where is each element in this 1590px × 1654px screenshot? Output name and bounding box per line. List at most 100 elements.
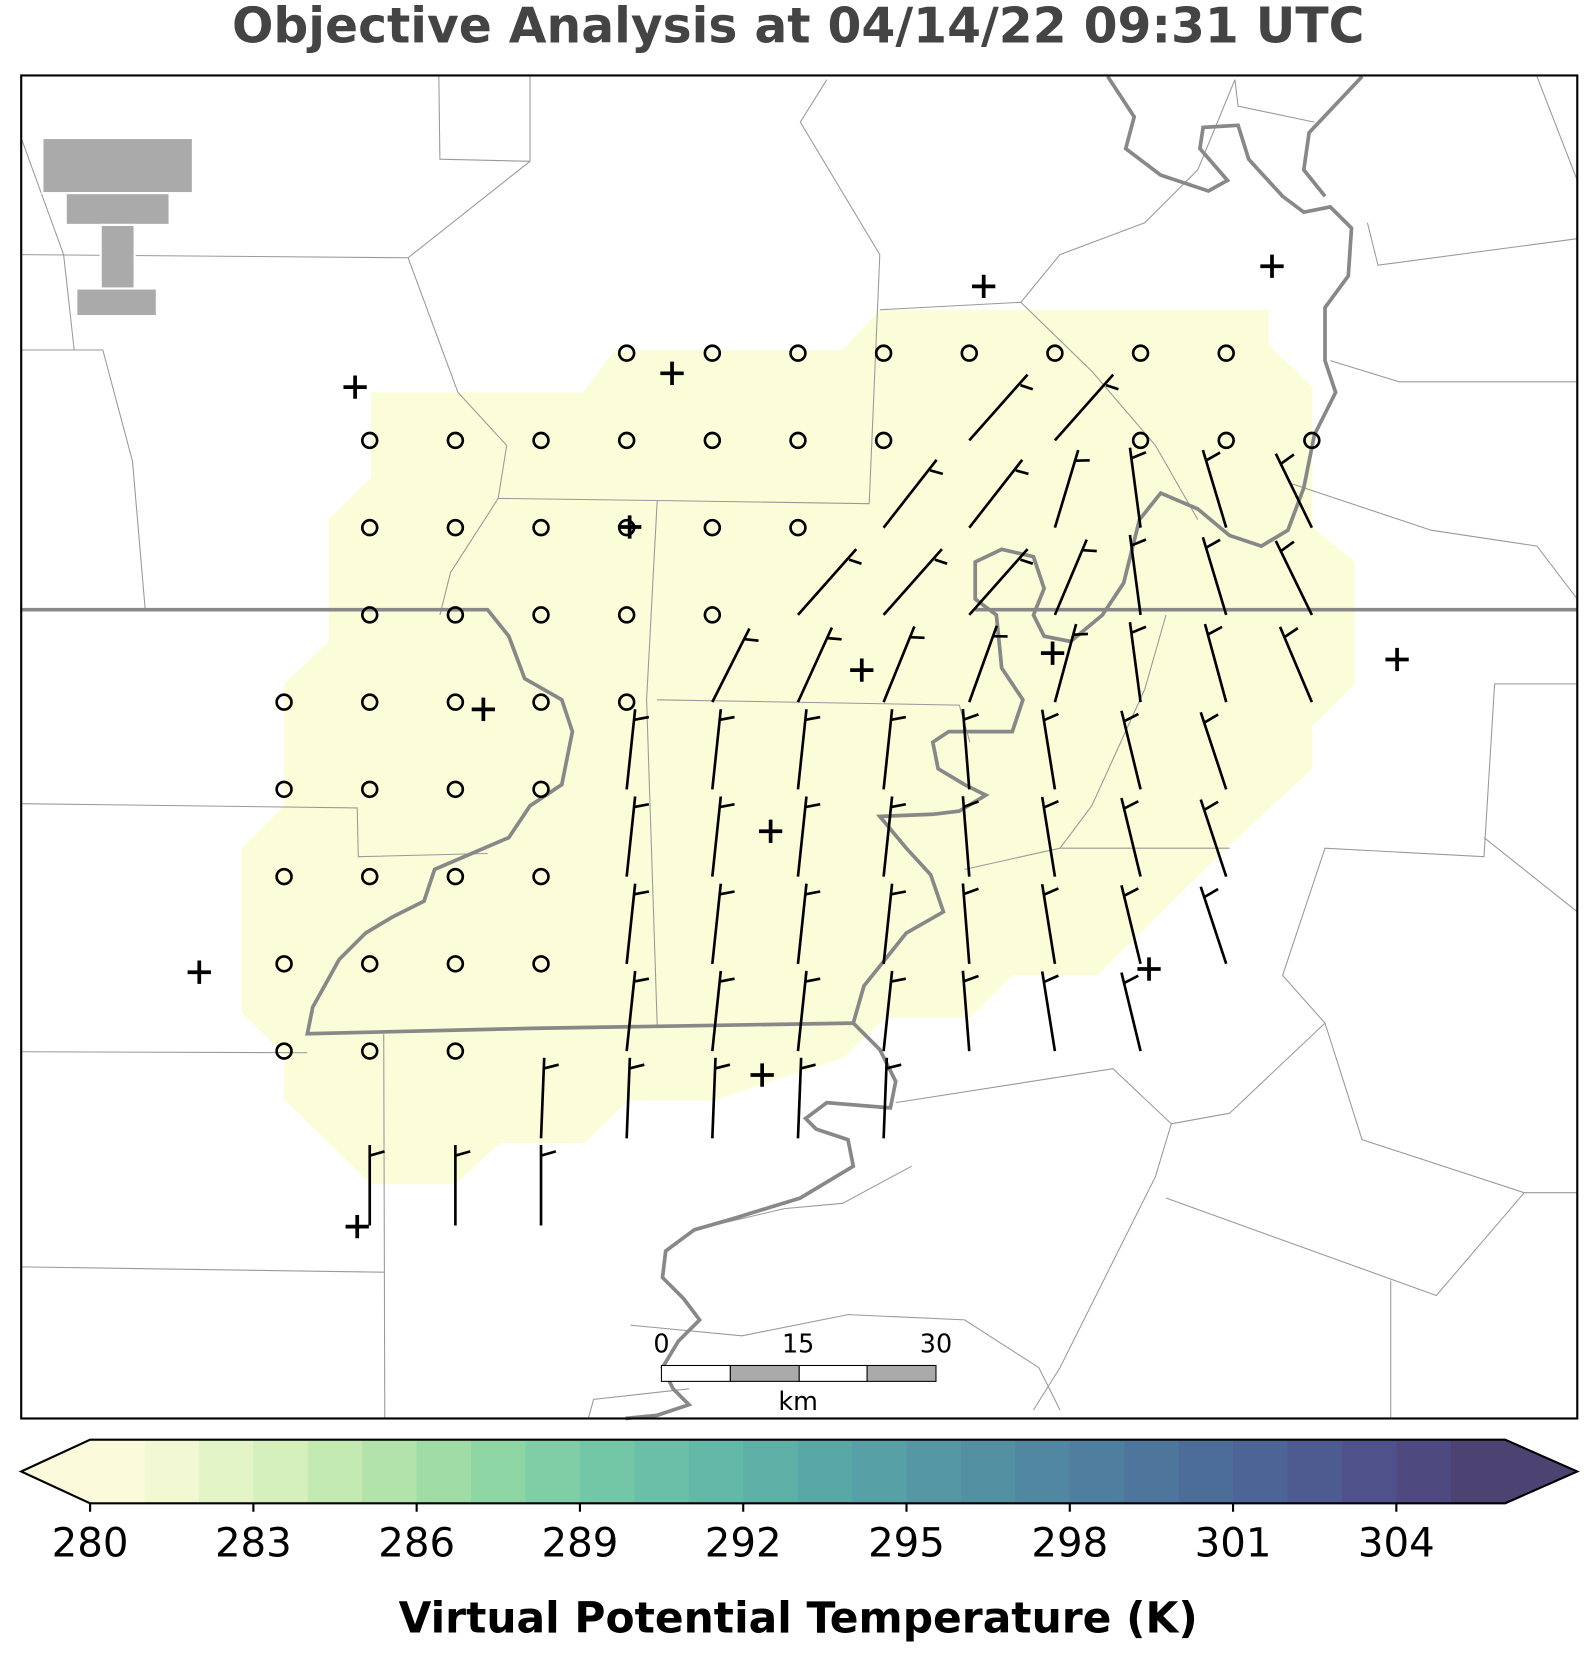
calm-station xyxy=(617,693,636,711)
wind-barb-flag xyxy=(1020,558,1034,565)
colorbar-band xyxy=(90,1439,146,1504)
wind-barb xyxy=(625,709,637,790)
colorbar-band xyxy=(906,1439,962,1504)
wind-barb-flag xyxy=(800,1063,816,1070)
wind-barb-flag xyxy=(827,636,842,641)
colorbar: 280 283 286 289 292 295 298 301 304 xyxy=(18,1438,1580,1566)
wind-barb-flag xyxy=(1203,800,1219,812)
wind-barb xyxy=(1274,540,1314,616)
wind-barb xyxy=(882,883,894,964)
station-marker xyxy=(850,658,874,682)
calm-station xyxy=(1131,344,1150,362)
colorbar-band xyxy=(471,1439,527,1504)
calm-station xyxy=(617,606,636,624)
calm-station xyxy=(703,431,722,450)
wind-barb-flag xyxy=(1043,887,1059,897)
calm-station xyxy=(874,431,893,450)
calm-station xyxy=(789,518,807,537)
wind-barb xyxy=(882,626,916,703)
wind-barb-flag xyxy=(1073,632,1089,636)
calm-station xyxy=(446,693,465,711)
wind-barb xyxy=(1203,623,1228,703)
scale-label: 30 xyxy=(920,1329,952,1359)
map-frame xyxy=(20,74,1579,1420)
colorbar-tick-label: 280 xyxy=(52,1520,129,1566)
calm-station xyxy=(360,955,379,973)
calm-station xyxy=(532,867,550,886)
wind-barb xyxy=(1120,797,1142,877)
wind-barb xyxy=(710,1057,717,1139)
calm-station xyxy=(360,1042,379,1060)
wind-barb xyxy=(968,373,1029,442)
wind-barb xyxy=(882,548,943,616)
scale-label: 15 xyxy=(782,1329,814,1359)
wind-barb-flag xyxy=(890,977,907,983)
wind-barb xyxy=(968,458,1024,529)
colorbar-band xyxy=(416,1439,472,1504)
wind-barb-flag xyxy=(1130,625,1147,635)
colorbar-over xyxy=(1505,1439,1578,1504)
calm-station xyxy=(960,344,979,362)
colorbar-tick-label: 304 xyxy=(1358,1520,1435,1566)
wind-barb-flag xyxy=(1123,800,1139,810)
wind-barb xyxy=(711,970,723,1052)
analysis-field xyxy=(241,309,1355,1185)
map: 0 15 30 km xyxy=(20,74,1579,1421)
wind-barb xyxy=(796,626,834,703)
wind-barb xyxy=(625,796,637,877)
wind-barb-flag xyxy=(369,1150,385,1157)
calm-station xyxy=(1131,431,1150,450)
wind-barb-flag xyxy=(744,637,759,643)
colorbar-tick-label: 301 xyxy=(1195,1520,1272,1566)
calm-station xyxy=(532,780,550,799)
calm-station xyxy=(360,693,379,711)
colorbar-tick-label: 286 xyxy=(378,1520,455,1566)
wind-barb-flag xyxy=(963,974,979,983)
colorbar-band xyxy=(525,1439,581,1504)
colorbar-band xyxy=(1450,1439,1506,1504)
calm-station xyxy=(1217,344,1235,362)
calm-station xyxy=(789,344,807,362)
colorbar-band xyxy=(1178,1439,1234,1504)
calm-station xyxy=(275,955,293,973)
colorbar-band xyxy=(198,1439,254,1504)
wind-barb xyxy=(882,796,894,877)
station-marker xyxy=(1260,254,1284,278)
wind-barb-flag xyxy=(1279,453,1295,466)
wind-barb-flag xyxy=(886,1063,902,1070)
wind-barb-flag xyxy=(1043,799,1059,809)
calm-station xyxy=(1046,344,1064,362)
rivers xyxy=(21,75,1578,1421)
calm-station xyxy=(532,431,550,450)
wind-barb xyxy=(882,1057,889,1139)
wind-barb xyxy=(1053,623,1078,703)
colorbar-band xyxy=(1124,1439,1180,1504)
colorbar-band xyxy=(144,1439,200,1504)
wind-barb-flag xyxy=(719,802,735,809)
wind-barb-flag xyxy=(1105,383,1119,391)
wind-barb xyxy=(1040,709,1057,790)
wind-barb-flag xyxy=(890,890,907,896)
colorbar-tick-label: 292 xyxy=(705,1520,782,1566)
calm-station xyxy=(703,344,722,362)
calm-station xyxy=(446,431,465,450)
wind-barb-flag xyxy=(1015,469,1029,476)
wind-barb xyxy=(968,625,999,703)
logo xyxy=(41,136,194,318)
calm-station xyxy=(360,606,379,624)
wind-barb-flag xyxy=(890,802,907,809)
wind-barb xyxy=(1199,711,1228,790)
wind-barb-flag xyxy=(929,469,944,476)
calm-station xyxy=(703,606,722,624)
wind-barb-flag xyxy=(633,715,650,722)
wind-barb xyxy=(711,709,723,790)
wind-barb-flag xyxy=(1279,540,1295,553)
station-marker xyxy=(345,1214,369,1239)
wind-barb-flag xyxy=(1123,712,1139,723)
wind-barb-flag xyxy=(963,887,979,896)
scale-unit: km xyxy=(778,1386,818,1416)
calm-station xyxy=(275,1042,293,1060)
calm-station xyxy=(1217,431,1235,450)
